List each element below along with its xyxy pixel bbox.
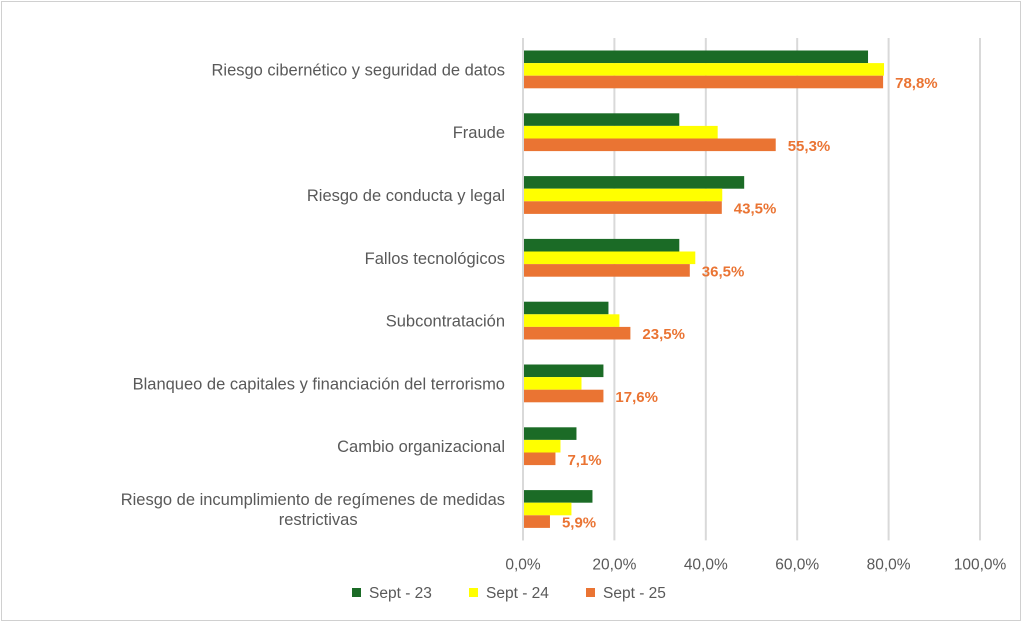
bar-sept-23 xyxy=(523,364,604,378)
legend-label: Sept - 23 xyxy=(369,585,432,602)
data-label: 17,6% xyxy=(615,389,658,406)
bar-sept-25 xyxy=(523,452,556,466)
data-label: 5,9% xyxy=(562,515,596,532)
data-label: 7,1% xyxy=(567,452,601,469)
bar-sept-25 xyxy=(523,75,884,89)
bar-sept-25 xyxy=(523,326,631,340)
category-label: Riesgo de incumplimiento de regímenes de… xyxy=(121,491,505,529)
data-label: 36,5% xyxy=(702,263,745,280)
category-label: Cambio organizacional xyxy=(337,438,505,456)
bar-sept-24 xyxy=(523,502,572,516)
legend-swatch xyxy=(586,588,595,597)
x-tick-label: 20,0% xyxy=(592,556,636,573)
bar-sept-25 xyxy=(523,138,776,152)
bar-sept-24 xyxy=(523,188,723,202)
category-label: Riesgo cibernético y seguridad de datos xyxy=(211,61,505,79)
data-label: 23,5% xyxy=(642,326,685,343)
bar-sept-24 xyxy=(523,314,620,327)
bar-sept-23 xyxy=(523,113,680,126)
category-label: Fraude xyxy=(453,124,505,142)
bar-sept-24 xyxy=(523,63,885,76)
x-tick-label: 40,0% xyxy=(684,556,728,573)
legend-label: Sept - 24 xyxy=(486,585,549,602)
bar-sept-25 xyxy=(523,264,690,277)
legend-swatch xyxy=(352,588,361,597)
bar-sept-24 xyxy=(523,439,561,453)
bar-sept-23 xyxy=(523,427,577,440)
x-tick-label: 0,0% xyxy=(505,556,541,573)
category-label: Blanqueo de capitales y financiación del… xyxy=(133,375,505,393)
category-label: Fallos tecnológicos xyxy=(365,250,505,268)
bar-sept-24 xyxy=(523,377,582,390)
bar-sept-23 xyxy=(523,238,680,252)
legend-swatch xyxy=(469,588,478,597)
x-tick-label: 80,0% xyxy=(867,556,911,573)
data-label: 78,8% xyxy=(895,75,938,92)
bar-sept-25 xyxy=(523,389,604,403)
bar-sept-25 xyxy=(523,515,550,528)
bar-sept-24 xyxy=(523,251,696,265)
bar-sept-25 xyxy=(523,201,722,214)
bar-sept-23 xyxy=(523,176,745,189)
bar-sept-23 xyxy=(523,50,869,64)
category-label: Subcontratación xyxy=(386,313,505,331)
category-label: Riesgo de conducta y legal xyxy=(307,187,505,205)
legend-label: Sept - 25 xyxy=(603,585,666,602)
data-label: 55,3% xyxy=(788,138,831,155)
bar-sept-24 xyxy=(523,125,718,139)
bar-sept-23 xyxy=(523,301,609,315)
x-tick-label: 100,0% xyxy=(954,556,1007,573)
data-label: 43,5% xyxy=(734,201,777,218)
x-tick-label: 60,0% xyxy=(775,556,819,573)
bar-sept-23 xyxy=(523,490,593,503)
